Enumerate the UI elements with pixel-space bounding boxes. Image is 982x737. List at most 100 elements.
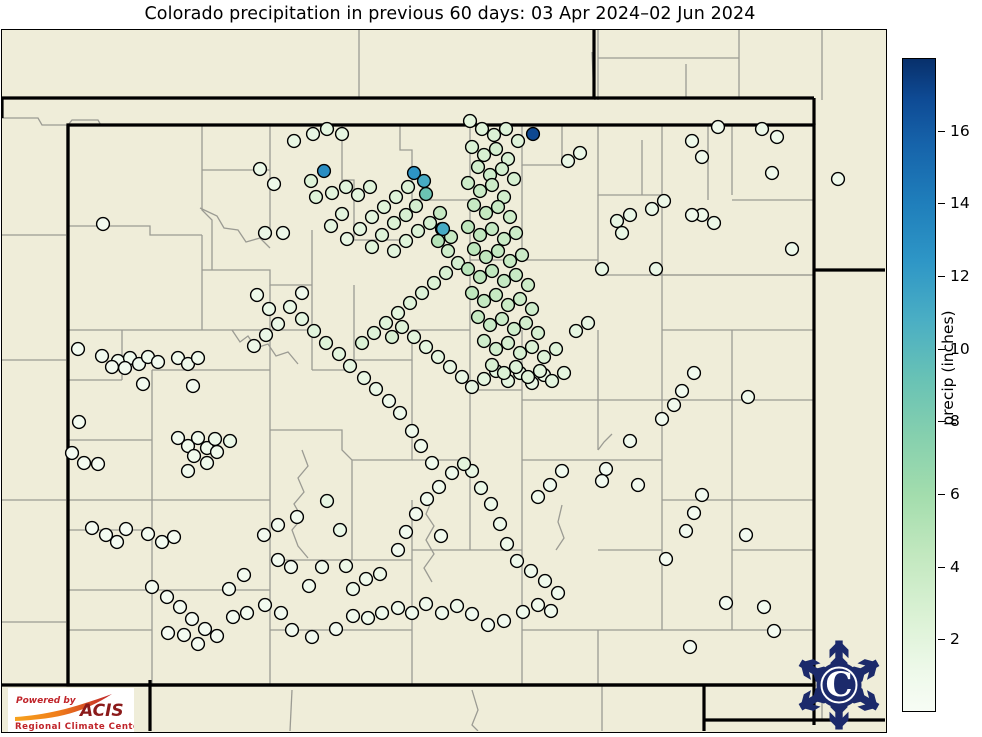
station-marker: [339, 231, 355, 247]
colorbar-tick-mark: [938, 203, 945, 205]
station-marker: [512, 345, 528, 361]
station-marker: [381, 393, 397, 409]
station-marker: [508, 359, 524, 375]
station-marker: [390, 305, 406, 321]
station-marker: [345, 608, 361, 624]
station-marker: [666, 397, 682, 413]
station-marker: [520, 277, 536, 293]
station-marker: [484, 263, 500, 279]
station-marker: [498, 121, 514, 137]
station-marker: [252, 161, 268, 177]
station-marker: [740, 389, 756, 405]
station-marker: [275, 225, 291, 241]
station-marker: [319, 493, 335, 509]
snowflake-hub-outline: [816, 662, 862, 708]
station-marker: [496, 273, 512, 289]
station-marker: [492, 516, 508, 532]
station-marker: [524, 339, 540, 355]
station-marker: [478, 205, 494, 221]
station-marker: [372, 566, 388, 582]
colorbar-tick-label: 4: [950, 557, 960, 576]
station-marker: [756, 599, 772, 615]
station-marker: [246, 338, 262, 354]
station-marker: [462, 113, 478, 129]
station-marker: [424, 455, 440, 471]
station-marker: [374, 605, 390, 621]
station-marker: [472, 227, 488, 243]
station-marker: [542, 477, 558, 493]
station-marker: [530, 489, 546, 505]
station-marker: [438, 265, 454, 281]
station-marker: [338, 558, 354, 574]
station-marker: [472, 269, 488, 285]
station-marker: [286, 133, 302, 149]
colorbar-tick-mark: [938, 421, 945, 423]
colorbar-tick-label: 16: [950, 121, 970, 140]
station-marker: [350, 187, 366, 203]
station-marker: [289, 509, 305, 525]
station-marker: [418, 186, 434, 202]
station-marker: [150, 354, 166, 370]
station-marker: [460, 261, 476, 277]
station-marker: [694, 149, 710, 165]
station-marker: [466, 197, 482, 213]
station-marker: [658, 551, 674, 567]
station-marker: [284, 622, 300, 638]
station-marker: [594, 261, 610, 277]
station-marker: [392, 405, 408, 421]
station-marker: [594, 473, 610, 489]
station-marker: [440, 243, 456, 259]
station-marker: [418, 339, 434, 355]
station-marker: [486, 127, 502, 143]
station-marker: [473, 480, 489, 496]
station-marker: [518, 315, 534, 331]
snowflake-letter-c: C: [825, 665, 852, 705]
station-marker: [345, 581, 361, 597]
station-marker: [500, 297, 516, 313]
acis-powered-by-text: Powered by: [16, 696, 77, 706]
station-marker: [180, 463, 196, 479]
station-marker: [572, 145, 588, 161]
station-marker: [523, 563, 539, 579]
station-marker: [480, 617, 496, 633]
page-title: Colorado precipitation in previous 60 da…: [144, 4, 756, 24]
station-marker: [90, 456, 106, 472]
station-marker: [654, 411, 670, 427]
colorbar: 2 4 6 8 10 12 14 16: [902, 58, 970, 714]
station-marker: [433, 528, 449, 544]
station-marker: [190, 350, 206, 366]
colorbar-tick-mark: [938, 494, 945, 495]
station-marker: [536, 349, 552, 365]
station-marker: [520, 369, 536, 385]
station-marker: [104, 359, 120, 375]
station-marker: [430, 233, 446, 249]
station-marker: [354, 335, 370, 351]
station-marker: [710, 119, 726, 135]
station-marker: [502, 253, 518, 269]
station-marker: [170, 430, 186, 446]
station-marker: [500, 335, 516, 351]
colorbar-tick-mark: [938, 130, 945, 132]
station-marker: [98, 527, 114, 543]
colorado-precipitation-map: [2, 30, 885, 731]
station-marker: [166, 529, 182, 545]
station-marker: [684, 207, 700, 223]
station-marker: [159, 589, 175, 605]
station-marker: [283, 559, 299, 575]
station-marker: [718, 595, 734, 611]
station-marker: [140, 526, 156, 542]
station-marker: [356, 370, 372, 386]
station-marker: [261, 301, 277, 317]
station-marker: [316, 163, 332, 179]
station-marker: [431, 479, 447, 495]
station-marker: [488, 141, 504, 157]
station-marker: [598, 461, 614, 477]
station-marker: [684, 133, 700, 149]
station-marker: [524, 301, 540, 317]
station-marker: [384, 329, 400, 345]
station-marker: [364, 239, 380, 255]
station-marker: [270, 316, 286, 332]
station-marker: [674, 383, 690, 399]
station-marker: [95, 216, 111, 232]
station-marker: [456, 456, 472, 472]
